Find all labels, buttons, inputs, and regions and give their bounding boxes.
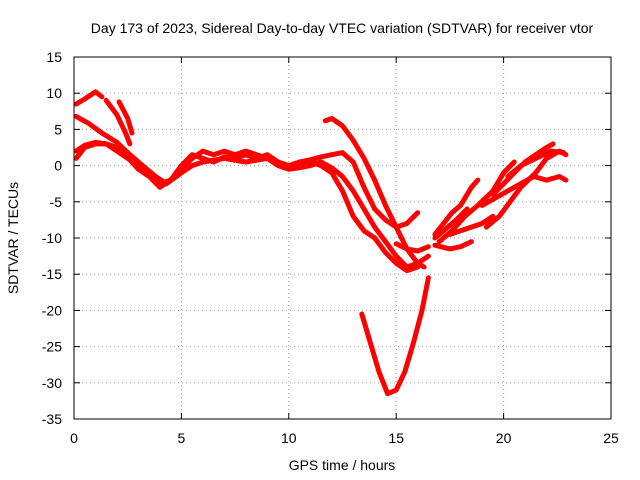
y-tick-label: 10 bbox=[46, 85, 62, 101]
y-tick-label: -5 bbox=[50, 194, 63, 210]
y-tick-label: -20 bbox=[42, 302, 62, 318]
y-tick-label: -10 bbox=[42, 230, 62, 246]
series-line-1 bbox=[73, 89, 105, 107]
x-tick-label: 5 bbox=[178, 430, 186, 446]
chart-title: Day 173 of 2023, Sidereal Day-to-day VTE… bbox=[91, 20, 594, 36]
series-line-8 bbox=[359, 275, 431, 397]
tick-layer bbox=[73, 56, 612, 420]
y-axis-label: SDTVAR / TECUs bbox=[5, 182, 21, 294]
series-line-2 bbox=[103, 97, 133, 147]
x-tick-label: 20 bbox=[496, 430, 512, 446]
x-tick-label: 0 bbox=[70, 430, 78, 446]
series-line-14 bbox=[447, 213, 496, 237]
series-line-18 bbox=[505, 148, 567, 179]
y-tick-label: -35 bbox=[42, 411, 62, 427]
x-tick-label: 10 bbox=[281, 430, 297, 446]
series-line-5 bbox=[73, 139, 431, 270]
y-tick-label: 15 bbox=[46, 49, 62, 65]
grid-layer bbox=[74, 57, 611, 419]
x-tick-labels: 0 5 10 15 20 25 bbox=[70, 430, 619, 446]
series-line-6 bbox=[73, 141, 421, 274]
y-tick-label: 0 bbox=[54, 158, 62, 174]
y-tick-label: -25 bbox=[42, 339, 62, 355]
series-line-7 bbox=[322, 116, 427, 270]
x-tick-label: 25 bbox=[603, 430, 619, 446]
y-tick-label: -15 bbox=[42, 266, 62, 282]
series-line-10 bbox=[432, 239, 474, 252]
y-tick-label: 5 bbox=[54, 121, 62, 137]
series-line-12 bbox=[432, 177, 481, 237]
series-line-3 bbox=[116, 99, 135, 136]
x-tick-label: 15 bbox=[388, 430, 404, 446]
y-tick-label: -30 bbox=[42, 375, 62, 391]
series-line-9 bbox=[393, 241, 431, 254]
series-line-13 bbox=[436, 159, 517, 245]
series-line-16 bbox=[479, 174, 569, 208]
x-axis-label: GPS time / hours bbox=[289, 457, 396, 473]
series-layer bbox=[73, 89, 569, 397]
series-line-11 bbox=[432, 206, 470, 241]
y-tick-labels: 15 10 5 0 -5 -10 -15 -20 -25 -30 -35 bbox=[42, 49, 62, 427]
